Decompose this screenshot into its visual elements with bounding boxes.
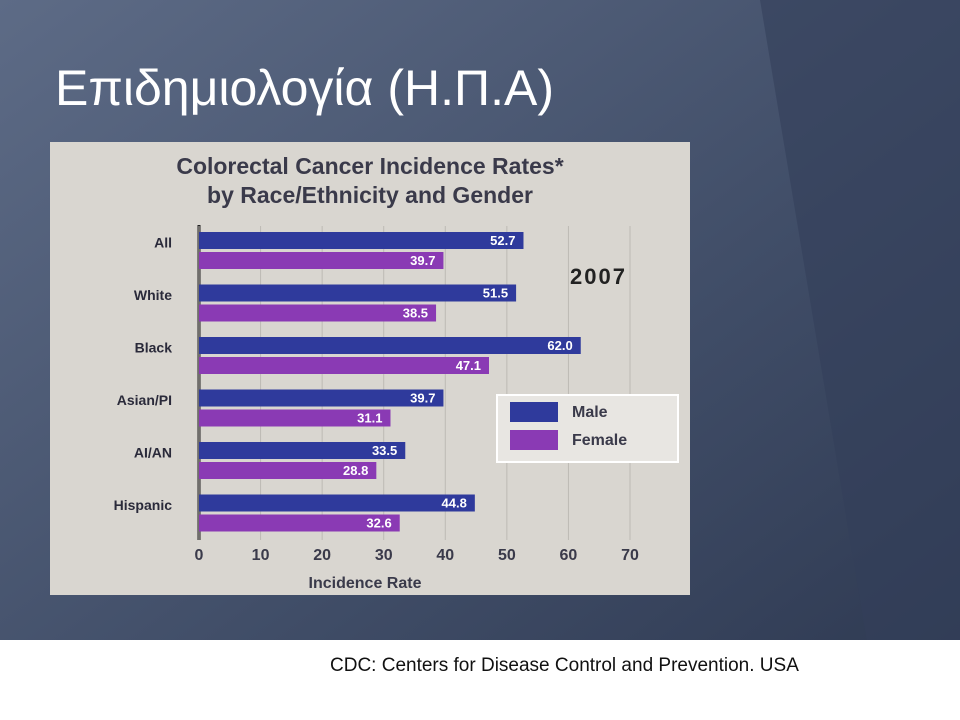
x-tick-label: 0 [195,547,204,564]
value-label: 51.5 [483,285,508,300]
footer-band [0,640,960,720]
x-tick-label: 10 [252,547,270,564]
value-label: 32.6 [366,515,391,530]
x-tick-label: 70 [621,547,639,564]
value-label: 33.5 [372,443,397,458]
legend-label: Male [572,404,608,421]
y-tick-label: Asian/PI [117,392,172,408]
legend-label: Female [572,432,627,449]
year-note: 2007 [570,264,627,289]
y-tick-label: Hispanic [114,497,173,513]
value-label: 47.1 [456,358,481,373]
value-label: 52.7 [490,233,515,248]
chart-title: Colorectal Cancer Incidence Rates* [176,153,563,179]
value-label: 62.0 [547,338,572,353]
value-label: 38.5 [403,305,428,320]
y-tick-label: White [134,287,172,303]
slide-title: Επιδημιολογία (Η.Π.Α) [55,60,554,116]
bar [199,304,437,322]
x-tick-label: 30 [375,547,393,564]
x-axis-label: Incidence Rate [309,575,422,592]
y-tick-label: Black [135,340,173,356]
y-tick-label: AI/AN [134,445,172,461]
bar [199,232,524,249]
bar [199,337,581,354]
bar [199,284,517,302]
value-label: 31.1 [357,410,382,425]
footer-note: CDC: Centers for Disease Control and Pre… [330,655,799,676]
bar [199,389,444,407]
value-label: 44.8 [442,495,467,510]
bar [199,494,475,512]
decoration [760,0,960,720]
y-tick-label: All [154,235,172,251]
value-label: 39.7 [410,390,435,405]
bar [199,442,406,459]
x-tick-label: 50 [498,547,516,564]
bar [199,357,490,374]
bar [199,514,400,532]
legend-swatch [510,430,558,450]
value-label: 39.7 [410,253,435,268]
x-tick-label: 40 [436,547,454,564]
legend-swatch [510,402,558,422]
x-tick-label: 20 [313,547,331,564]
chart-subtitle: by Race/Ethnicity and Gender [207,182,533,208]
bar [199,462,377,479]
bar [199,252,444,269]
x-tick-label: 60 [560,547,578,564]
bar [199,409,391,427]
value-label: 28.8 [343,463,368,478]
